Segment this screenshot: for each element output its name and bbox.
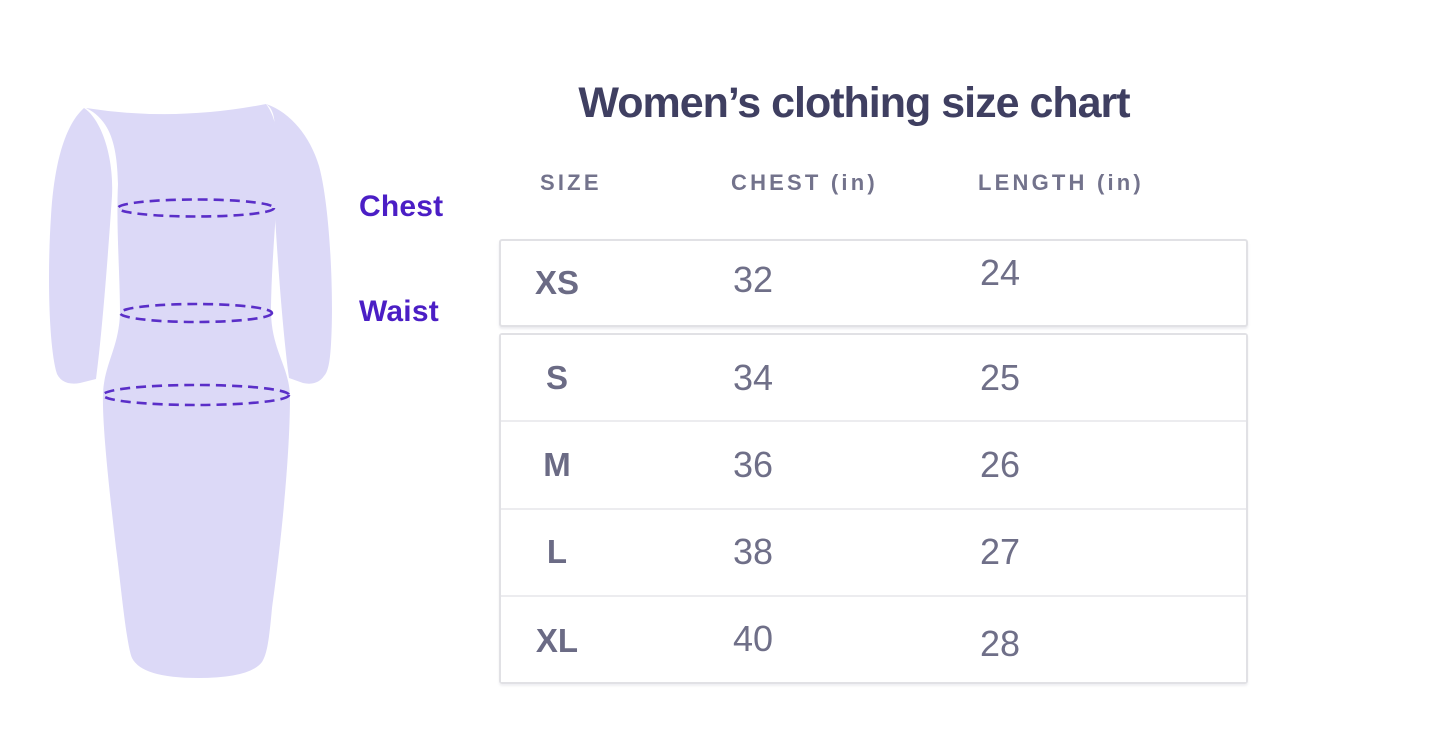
size-value: M (543, 445, 571, 483)
dress-left-sleeve (49, 108, 113, 384)
chest-value: 38 (733, 531, 774, 573)
hip-measure-line (101, 383, 291, 407)
column-header-size: SIZE (540, 170, 602, 195)
page-title: Women’s clothing size chart (578, 79, 1130, 127)
size-value: S (545, 358, 568, 396)
table-row-m: M 36 26 (501, 420, 1246, 508)
column-header-chest: CHEST (in) (731, 170, 878, 195)
length-value: 24 (980, 252, 1021, 293)
length-value: 28 (980, 623, 1021, 665)
chest-value: 32 (733, 259, 774, 300)
size-value: XL (535, 622, 579, 660)
size-table-body: S 34 25 M 36 26 L 38 27 XL 40 28 (499, 333, 1248, 684)
dress-illustration (49, 104, 332, 678)
table-row-l: L 38 27 (501, 507, 1246, 595)
chest-value: 34 (733, 356, 774, 398)
table-row-xl: XL 40 28 (501, 594, 1246, 682)
table-row-xs: XS 32 24 (499, 239, 1248, 327)
dress-torso-silhouette (86, 104, 290, 678)
table-header-row: SIZE CHEST (in) LENGTH (in) (499, 168, 1248, 198)
chest-value: 36 (733, 443, 774, 485)
chest-label: Chest (359, 190, 444, 223)
chest-value: 40 (733, 618, 774, 660)
length-value: 25 (980, 356, 1021, 398)
column-header-length: LENGTH (in) (978, 170, 1144, 195)
dress-right-sleeve (266, 104, 332, 384)
chest-measure-line (116, 198, 276, 218)
waist-measure-line (118, 302, 274, 324)
size-value: L (546, 533, 568, 571)
length-value: 26 (980, 443, 1021, 485)
table-row-s: S 34 25 (501, 335, 1246, 421)
size-value: XS (534, 264, 580, 301)
waist-label: Waist (359, 295, 439, 328)
length-value: 27 (980, 531, 1021, 573)
